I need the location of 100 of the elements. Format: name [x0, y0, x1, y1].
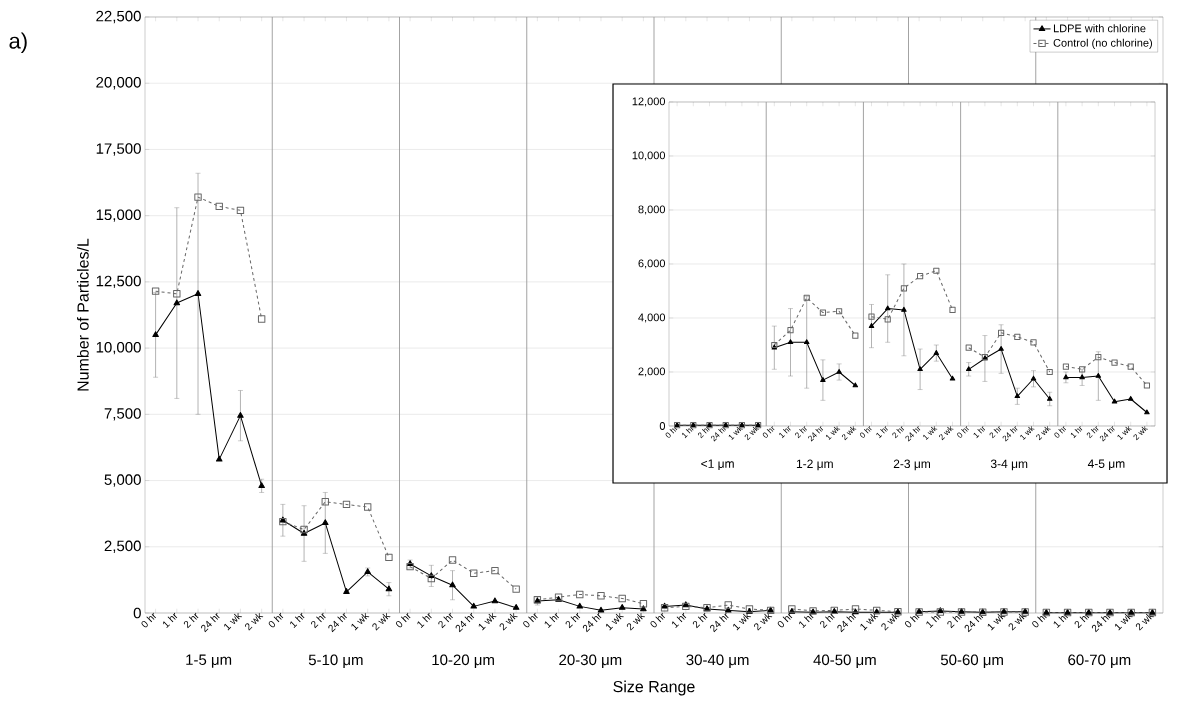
point	[236, 206, 245, 215]
text: 50-60 μm	[940, 654, 1003, 668]
point	[491, 597, 499, 604]
point	[342, 500, 351, 509]
point	[868, 313, 875, 320]
x-tick-label: 2 wk	[1135, 612, 1155, 631]
point	[933, 267, 940, 274]
point	[512, 604, 520, 610]
point	[597, 592, 605, 600]
point	[884, 316, 891, 323]
point	[576, 590, 584, 599]
x-tick-label: 24 hr	[710, 612, 729, 633]
x-tick-label: 24 hr	[1002, 425, 1018, 442]
point	[1111, 359, 1118, 366]
x-tick-label: 1 hr	[926, 612, 941, 629]
point	[1046, 395, 1053, 401]
point	[787, 339, 794, 345]
point	[803, 294, 810, 301]
legend-label: Control (no chlorine)	[1053, 38, 1152, 49]
point	[427, 574, 436, 583]
point	[1095, 354, 1102, 361]
x-tick-label: 2 hr	[183, 612, 199, 629]
x-tick-label: 2 hr	[892, 425, 905, 439]
point	[1014, 333, 1021, 340]
x-tick-label: 0 hr	[762, 425, 775, 438]
point	[300, 525, 308, 534]
point	[917, 366, 923, 372]
x-tick-label: 2 wk	[1036, 425, 1051, 441]
point	[173, 290, 181, 298]
point	[965, 344, 972, 351]
x-tick-label: 1 wk	[987, 612, 1006, 631]
point	[321, 498, 329, 506]
text: 40-50 μm	[813, 654, 876, 668]
point	[900, 285, 908, 292]
annotation: 3-4 μm	[990, 459, 1028, 471]
point	[724, 601, 732, 609]
text: 10-20 μm	[432, 654, 494, 668]
y-tick-label: 2,500	[104, 540, 141, 553]
x-tick-label: 2 hr	[311, 612, 326, 629]
point	[449, 581, 456, 588]
x-tick-label: 1 wk	[478, 612, 497, 631]
point	[194, 290, 202, 296]
y-tick-label: 8,000	[638, 205, 666, 215]
point	[1144, 409, 1150, 415]
point	[491, 566, 499, 575]
point	[852, 332, 859, 339]
point	[618, 594, 626, 603]
point	[965, 366, 972, 372]
annotation: 1-2 μm	[796, 459, 833, 471]
annotation: 2-3 μm	[893, 459, 930, 471]
x-tick-label: 1 wk	[1114, 612, 1133, 631]
x-tick-label: 0 hr	[268, 612, 284, 628]
point	[998, 329, 1005, 336]
x-tick-label: 1 hr	[671, 612, 687, 629]
x-tick-label: 24 hr	[1091, 612, 1111, 633]
x-tick-label: 2 wk	[744, 425, 760, 441]
point	[933, 350, 940, 355]
point	[1143, 382, 1151, 389]
x-tick-label: 1 hr	[162, 612, 178, 629]
x-tick-label: 0 hr	[395, 612, 411, 628]
text: 30-40 μm	[686, 654, 749, 668]
x-tick-label: 0 hr	[650, 612, 666, 628]
y-tick-label: 10,000	[96, 341, 141, 355]
point	[819, 309, 827, 316]
point	[852, 382, 859, 388]
x-tick-label: 24 hr	[201, 612, 220, 633]
x-tick-label: 2 hr	[820, 612, 835, 629]
x-tick-label: 0 hr	[777, 612, 793, 628]
x-tick-label: 24 hr	[582, 612, 602, 633]
y-tick-label: 12,000	[632, 97, 666, 107]
x-tick-label: 2 hr	[947, 612, 962, 629]
text: 1-5 μm	[186, 654, 232, 668]
x-tick-label: 24 hr	[455, 612, 475, 633]
y-tick-label: 0	[133, 607, 141, 619]
point	[151, 287, 160, 295]
point	[836, 368, 842, 374]
y-tick-label: 15,000	[96, 209, 141, 222]
legend-label: LDPE with chlorine	[1053, 24, 1146, 33]
x-tick-label: 2 wk	[1133, 425, 1149, 441]
y-tick-label: 7,500	[104, 408, 141, 421]
x-tick-label: 0 hr	[904, 612, 920, 628]
point	[448, 556, 457, 564]
x-tick-label: 2 wk	[626, 612, 646, 631]
x-tick-label: 1 wk	[860, 612, 879, 631]
x-tick-label: 1 wk	[825, 425, 841, 441]
point	[618, 604, 626, 610]
text: a)	[9, 32, 27, 54]
y-tick-label: 22,500	[96, 10, 141, 24]
point	[787, 327, 794, 334]
x-tick-label: 1 wk	[923, 425, 938, 441]
y-tick-label: 20,000	[96, 77, 141, 90]
point	[1079, 374, 1085, 380]
x-tick-label: 1 wk	[351, 612, 370, 631]
point	[512, 585, 520, 593]
x-tick-label: 2 wk	[499, 612, 518, 631]
point	[639, 600, 648, 608]
x-tick-label: 1 wk	[728, 425, 744, 441]
x-tick-label: 1 wk	[733, 612, 752, 631]
point	[917, 273, 924, 280]
x-tick-label: 0 hr	[141, 612, 157, 628]
